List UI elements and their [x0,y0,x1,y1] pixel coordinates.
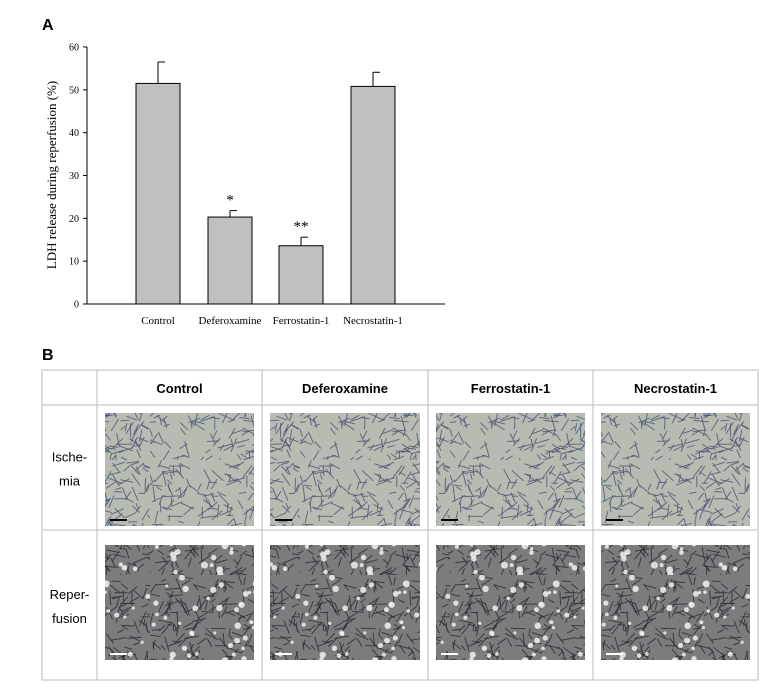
bar [278,245,324,305]
x-tick-label: Control [141,315,175,327]
significance-label: ** [294,219,309,235]
micrograph [601,545,750,660]
micrograph [601,413,750,526]
row-label: Ische- [52,450,87,465]
y-tick-label: 0 [74,300,79,311]
micrograph [105,545,254,660]
micrograph [270,545,420,660]
table-border [41,369,759,681]
row-label: mia [59,474,81,489]
y-tick-label: 30 [69,171,79,182]
y-tick-label: 50 [69,85,79,96]
column-header: Ferrostatin-1 [471,381,550,396]
column-header: Deferoxamine [302,381,388,396]
x-tick-label: Deferoxamine [199,315,262,327]
x-tick-label: Necrostatin-1 [343,315,403,327]
bar [350,85,396,305]
column-header: Necrostatin-1 [634,381,717,396]
y-axis-label: LDH release during reperfusion (%) [44,81,59,269]
significance-label: * [226,193,234,209]
panel-label: B [42,347,54,364]
micrograph [270,413,420,526]
row-label: fusion [52,611,87,626]
row-label: Reper- [50,587,90,602]
y-tick-label: 20 [69,214,79,225]
bar [207,216,253,305]
y-tick-label: 60 [69,43,79,54]
column-header: Control [156,381,202,396]
micrograph [436,545,585,660]
x-tick-label: Ferrostatin-1 [273,315,330,327]
y-tick-label: 40 [69,128,79,139]
panel-label: A [42,17,54,34]
micrograph [105,413,254,526]
bar [135,82,181,305]
micrograph [436,413,585,526]
y-tick-label: 10 [69,257,79,268]
